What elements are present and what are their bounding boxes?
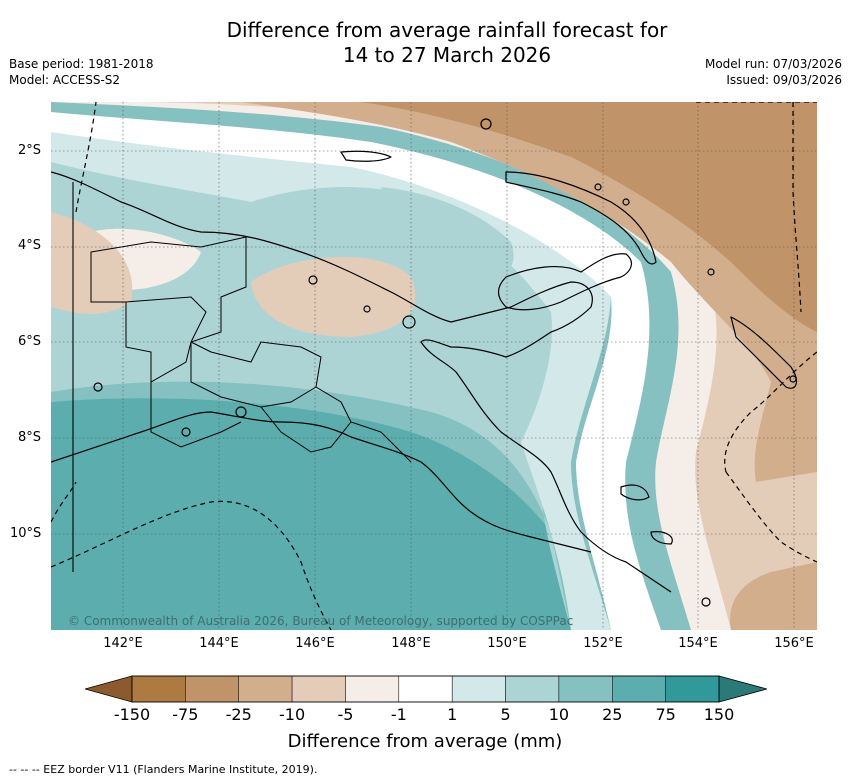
colorbar-tick-label: -1	[390, 705, 407, 724]
lon-tick-154e: 154°E	[678, 636, 718, 651]
shade-mainland-blob	[251, 256, 416, 337]
lon-tick-144e: 144°E	[199, 636, 239, 651]
shade-neg1-1	[51, 112, 661, 630]
issued-date: Issued: 09/03/2026	[726, 73, 842, 87]
colorbar-tick-label: 5	[500, 705, 511, 724]
colorbar-segment	[238, 675, 293, 703]
colorbar-tick-label: -150	[113, 705, 151, 724]
colorbar-tick-label: 25	[602, 705, 623, 724]
lon-tick-150e: 150°E	[487, 636, 527, 651]
lat-tick-4s: 4°S	[18, 238, 42, 253]
colorbar-segment	[131, 675, 186, 703]
meta-right: Model run: 07/03/2026 Issued: 09/03/2026	[705, 56, 842, 88]
title-line-2: 14 to 27 March 2026	[342, 43, 552, 67]
colorbar-segments	[131, 675, 720, 703]
colorbar	[85, 675, 767, 703]
colorbar-tick-label: 150	[703, 705, 735, 724]
meta-left: Base period: 1981-2018 Model: ACCESS-S2	[9, 56, 154, 88]
rainfall-map	[51, 102, 817, 630]
eez-borders	[51, 102, 817, 630]
lon-tick-148e: 148°E	[391, 636, 431, 651]
shade-bismarck-blob	[381, 187, 514, 274]
lon-tick-156e: 156°E	[774, 636, 814, 651]
colorbar-segment	[345, 675, 400, 703]
eez-footnote: -- -- -- EEZ border V11 (Flanders Marine…	[9, 763, 318, 776]
graticule	[51, 102, 817, 630]
shade-west-edge	[51, 212, 133, 314]
map-title: Difference from average rainfall forecas…	[150, 18, 744, 68]
colorbar-segment	[185, 675, 239, 703]
colorbar-segment	[505, 675, 560, 703]
lon-tick-152e: 152°E	[583, 636, 623, 651]
title-line-1: Difference from average rainfall forecas…	[226, 18, 668, 42]
colorbar-segment	[612, 675, 666, 703]
colorbar-over-arrow	[718, 675, 767, 703]
colorbar-segment	[558, 675, 613, 703]
copyright-text: © Commonwealth of Australia 2026, Bureau…	[68, 614, 574, 628]
lat-tick-10s: 10°S	[10, 526, 42, 541]
model-name: Model: ACCESS-S2	[9, 73, 121, 87]
colorbar-segment	[291, 675, 346, 703]
colorbar-segment	[665, 675, 720, 703]
colorbar-segment	[451, 675, 506, 703]
lon-tick-146e: 146°E	[295, 636, 335, 651]
colorbar-frame	[131, 675, 720, 703]
colorbar-tick-label: -10	[279, 705, 306, 724]
colorbar-segment	[398, 675, 453, 703]
colorbar-tick-label: 1	[447, 705, 458, 724]
colorbar-tick-label: 75	[655, 705, 676, 724]
map-canvas	[51, 102, 817, 630]
provincial-borders	[90, 236, 412, 463]
shade-neg75-neg25	[361, 102, 817, 332]
shade-neg25-neg10-se	[730, 562, 817, 630]
model-run: Model run: 07/03/2026	[704, 57, 842, 71]
colorbar-tick-label: -5	[337, 705, 354, 724]
colorbar-label: Difference from average (mm)	[287, 731, 563, 752]
colorbar-tick-label: -25	[225, 705, 252, 724]
colorbar-tick-label: -75	[172, 705, 199, 724]
lat-tick-6s: 6°S	[18, 334, 42, 349]
lon-tick-142e: 142°E	[103, 636, 143, 651]
colorbar-under-arrow	[85, 675, 133, 703]
lat-tick-8s: 8°S	[18, 430, 42, 445]
colorbar-tick-label: 10	[548, 705, 570, 724]
shade-25-75	[51, 398, 571, 630]
lat-tick-2s: 2°S	[18, 143, 42, 158]
coastlines	[51, 118, 798, 607]
base-period: Base period: 1981-2018	[9, 57, 154, 71]
